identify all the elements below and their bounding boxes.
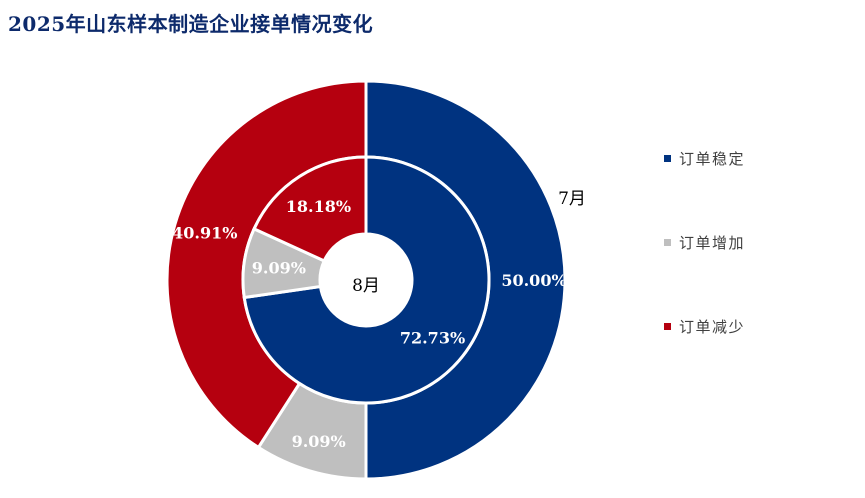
- legend-swatch-increase: [664, 238, 671, 246]
- data-label-outer-stable: 50.00%: [501, 271, 566, 290]
- legend-item-stable: 订单稳定: [664, 148, 745, 168]
- slice-inner-decrease: [252, 155, 368, 263]
- chart-title: 2025年山东样本制造企业接单情况变化: [8, 12, 374, 36]
- slice-inner-stable: [242, 155, 491, 405]
- data-label-inner-stable: 72.73%: [400, 329, 465, 348]
- data-label-outer-decrease: 40.91%: [172, 224, 237, 243]
- series-label-7月: 7月: [558, 189, 586, 209]
- donut-slices: [165, 79, 567, 481]
- legend-label-increase: 订单增加: [679, 233, 746, 252]
- data-label-inner-decrease: 18.18%: [286, 197, 351, 216]
- data-label-outer-increase: 9.09%: [292, 432, 346, 451]
- series-label-8月: 8月: [352, 276, 380, 296]
- legend-swatch-decrease: [664, 322, 671, 330]
- legend-swatch-stable: [664, 154, 671, 162]
- legend-item-decrease: 订单减少: [664, 316, 745, 336]
- legend-label-stable: 订单稳定: [679, 149, 746, 168]
- legend: 订单稳定 订单增加 订单减少: [664, 0, 854, 498]
- data-label-inner-increase: 9.09%: [252, 258, 306, 277]
- data-labels: 50.00% 9.09% 40.91% 72.73% 9.09% 18.18%: [172, 197, 567, 451]
- legend-item-increase: 订单增加: [664, 232, 745, 252]
- legend-label-decrease: 订单减少: [679, 317, 746, 336]
